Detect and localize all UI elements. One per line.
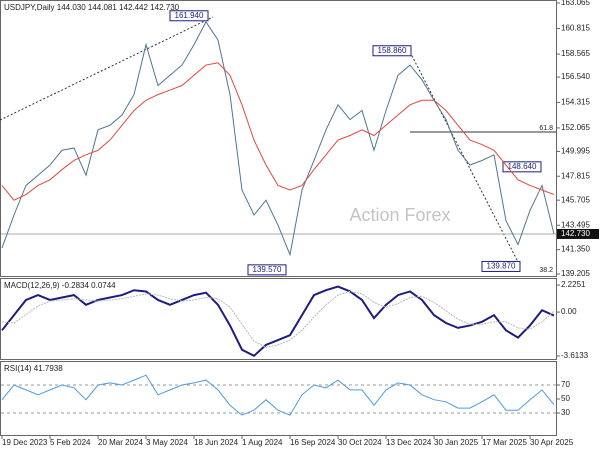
y-tick-label: 156.540 [561,72,590,81]
y-tick-label: 139.205 [561,269,590,278]
annotation-box [169,10,209,22]
x-tick-label: 20 Mar 2024 [98,438,143,447]
watermark: Action Forex [349,205,450,225]
annotation-label: 148.640 [508,162,537,171]
x-tick-label: 13 Dec 2024 [386,438,432,447]
y-tick-label: 160.815 [561,24,590,33]
y-tick-label: 163.065 [561,0,590,7]
y-tick-label: 145.705 [561,195,590,204]
y-tick-label: 2.2251 [561,280,586,289]
x-tick-label: 3 May 2024 [146,438,188,447]
macd-pane [0,278,557,360]
rsi-title: RSI(14) 41.7938 [4,364,63,373]
price-title: USDJPY,Daily 144.030 144.081 142.442 142… [4,3,180,12]
y-tick-label: 158.565 [561,49,590,58]
x-tick-label: 5 Feb 2024 [50,438,91,447]
x-tick-label: 30 Apr 2025 [530,438,574,447]
series-line [1,62,555,201]
y-tick-label: 147.815 [561,171,590,180]
macd-title: MACD(12,26,9) -0.2834 0.0744 [4,281,116,290]
annotation-label: 139.570 [253,265,282,274]
series-line [1,285,555,358]
last-price-label: 142.730 [561,229,590,238]
y-tick-label: 30 [561,408,570,417]
y-tick-label: 143.495 [561,220,590,229]
fib-label: 61.8 [539,125,553,132]
x-tick-label: 19 Dec 2023 [2,438,48,447]
y-tick-label: 152.065 [561,123,590,132]
x-tick-label: 30 Jan 2025 [434,438,479,447]
x-tick-label: 30 Oct 2024 [338,438,382,447]
series-line [1,374,555,416]
series-line [1,290,555,348]
series-line [1,20,555,257]
trend-line [0,16,214,121]
fib-label: 38.2 [539,267,553,274]
x-tick-label: 1 Aug 2024 [242,438,283,447]
y-tick-label: 0.00 [561,307,577,316]
annotation-box [502,161,542,173]
x-tick-label: 17 Mar 2025 [482,438,527,447]
y-tick-label: 50 [561,394,570,403]
annotation-label: 139.870 [487,262,516,271]
last-price-box [557,228,599,239]
trend-line [409,51,519,263]
price-pane [0,0,557,277]
y-tick-label: 154.315 [561,97,590,106]
annotation-box [247,264,287,276]
y-tick-label: -3.6133 [561,351,589,360]
annotation-label: 161.940 [175,11,204,20]
x-tick-label: 16 Sep 2024 [290,438,336,447]
annotation-box [372,45,412,57]
annotation-box [481,260,521,272]
y-tick-label: 149.995 [561,147,590,156]
y-tick-label: 70 [561,380,570,389]
y-tick-label: 141.350 [561,245,590,254]
annotation-label: 158.860 [378,46,407,55]
x-tick-label: 18 Jun 2024 [194,438,239,447]
rsi-pane [0,361,557,436]
